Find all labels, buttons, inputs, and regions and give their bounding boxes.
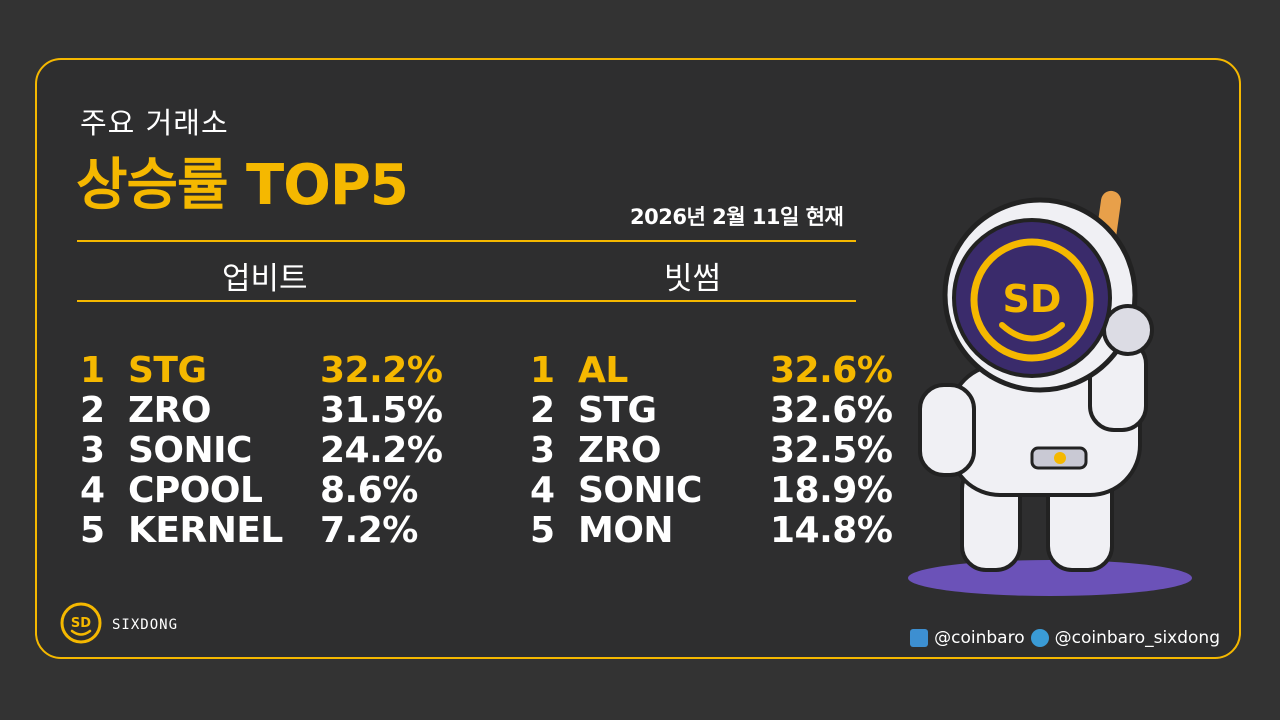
change-percent: 32.2%: [320, 350, 443, 391]
rank: 3: [80, 430, 105, 471]
date-label: 2026년 2월 11일 현재: [630, 205, 844, 229]
symbol: MON: [578, 510, 674, 551]
rank: 5: [80, 510, 105, 551]
rank: 1: [80, 350, 105, 391]
rank: 5: [530, 510, 555, 551]
symbol: STG: [128, 350, 207, 391]
telegram-icon: [1030, 629, 1049, 647]
symbol: SONIC: [578, 470, 702, 511]
change-percent: 31.5%: [320, 390, 443, 431]
mascot-shadow: [908, 560, 1192, 596]
divider-bottom: [77, 300, 856, 302]
page-title: 상승률 TOP5: [76, 153, 409, 218]
change-percent: 32.6%: [770, 390, 893, 431]
change-percent: 7.2%: [320, 510, 418, 551]
rank: 2: [530, 390, 555, 431]
belt-light: [1054, 452, 1066, 464]
change-percent: 8.6%: [320, 470, 418, 511]
change-percent: 18.9%: [770, 470, 893, 511]
symbol: STG: [578, 390, 657, 431]
symbol: ZRO: [578, 430, 661, 471]
twitter-icon: [910, 629, 929, 647]
divider-top: [77, 240, 856, 242]
symbol: CPOOL: [128, 470, 263, 511]
rank: 3: [530, 430, 555, 471]
symbol: KERNEL: [128, 510, 283, 551]
twitter-handle[interactable]: @coinbaro: [934, 628, 1025, 648]
telegram-handle[interactable]: @coinbaro_sixdong: [1054, 628, 1220, 648]
exchange-name-bithumb: 빗썸: [664, 261, 722, 297]
sd-coin-icon: [970, 238, 1094, 362]
brand-name: SIXDONG: [112, 617, 179, 633]
symbol: AL: [578, 350, 628, 391]
exchange-name-upbit: 업비트: [222, 261, 308, 297]
sixdong-logo-icon: SD: [60, 602, 102, 644]
change-percent: 14.8%: [770, 510, 893, 551]
symbol: SONIC: [128, 430, 252, 471]
helmet-ear: [1102, 304, 1154, 356]
change-percent: 24.2%: [320, 430, 443, 471]
rank: 1: [530, 350, 555, 391]
logo-text: SD: [71, 616, 91, 631]
astronaut-mascot-illustration: SD: [908, 190, 1192, 596]
rank: 4: [530, 470, 555, 511]
smile: [999, 322, 1065, 342]
symbol: ZRO: [128, 390, 211, 431]
change-percent: 32.6%: [770, 350, 893, 391]
rank: 4: [80, 470, 105, 511]
left-arm: [918, 383, 976, 477]
sd-coin-text: SD: [1003, 277, 1062, 321]
social-handles: @coinbaro @coinbaro_sixdong: [910, 628, 1220, 648]
change-percent: 32.5%: [770, 430, 893, 471]
rank: 2: [80, 390, 105, 431]
subtitle: 주요 거래소: [80, 106, 229, 140]
